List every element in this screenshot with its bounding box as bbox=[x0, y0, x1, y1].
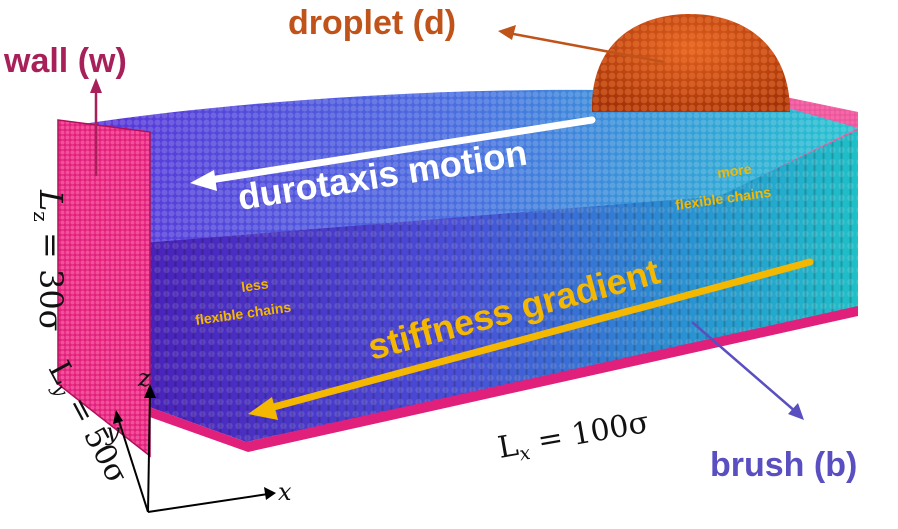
brush-front-face bbox=[130, 130, 858, 442]
brush-pointer-arrow bbox=[691, 321, 804, 420]
more-flexible-label-line1: more bbox=[716, 160, 752, 181]
axis-y-label: y bbox=[105, 418, 120, 446]
less-flexible-label-line1: less bbox=[240, 275, 269, 295]
axes-triad bbox=[113, 384, 276, 513]
wall-pointer-arrow bbox=[90, 78, 102, 176]
lz-dimension-label: Lz = 30σ bbox=[29, 189, 70, 332]
svg-text:Lz = 30σ: Lz = 30σ bbox=[29, 189, 70, 332]
droplet-pointer-arrow bbox=[498, 25, 665, 64]
lx-dimension-label: Lx = 100σ bbox=[495, 405, 652, 469]
axis-x-label: x bbox=[278, 478, 292, 506]
wall bbox=[57, 119, 151, 458]
wall-label: wall (w) bbox=[3, 42, 127, 80]
droplet-label: droplet (d) bbox=[288, 4, 456, 42]
gradient-arrow bbox=[248, 258, 814, 420]
droplet bbox=[591, 14, 790, 112]
svg-text:Lx = 100σ: Lx = 100σ bbox=[495, 405, 652, 469]
brush-top-surface bbox=[58, 89, 858, 245]
brush-label: brush (b) bbox=[710, 446, 857, 484]
motion-arrow bbox=[190, 116, 596, 191]
axis-z-label: z bbox=[137, 364, 151, 392]
